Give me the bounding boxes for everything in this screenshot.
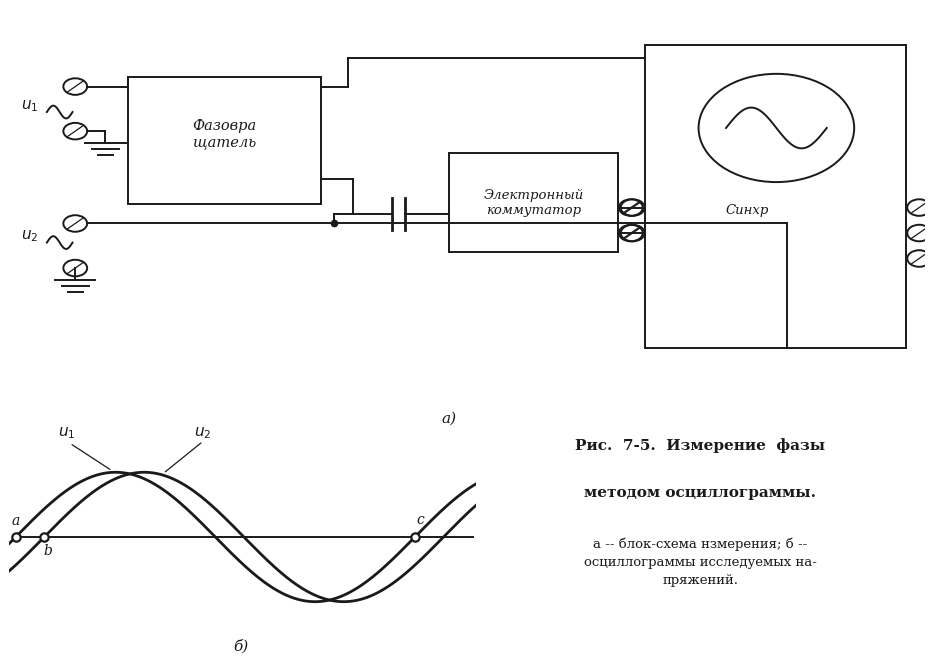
Text: $u_1$: $u_1$ bbox=[58, 426, 76, 442]
Text: a: a bbox=[11, 514, 20, 528]
Text: Синхр: Синхр bbox=[725, 204, 769, 217]
Text: $u_1$: $u_1$ bbox=[21, 98, 38, 114]
Text: Электронный
коммутатор: Электронный коммутатор bbox=[483, 189, 584, 217]
Text: б): б) bbox=[234, 639, 248, 653]
Bar bbox=[448, 154, 618, 252]
Bar bbox=[645, 45, 906, 348]
Bar bbox=[128, 77, 320, 204]
Text: а -- блок-схема нзмерения; б --
осциллограммы исследуемых на-
пряжений.: а -- блок-схема нзмерения; б -- осциллог… bbox=[584, 537, 817, 587]
Text: $u_2$: $u_2$ bbox=[21, 229, 38, 244]
Text: Фазовра
щатель: Фазовра щатель bbox=[192, 119, 257, 149]
Text: c: c bbox=[417, 513, 424, 527]
Text: методом осциллограммы.: методом осциллограммы. bbox=[585, 486, 816, 499]
Text: $u_2$: $u_2$ bbox=[194, 426, 212, 442]
Text: b: b bbox=[43, 544, 52, 558]
Text: а): а) bbox=[441, 411, 456, 425]
Text: Рис.  7-5.  Измерение  фазы: Рис. 7-5. Измерение фазы bbox=[575, 438, 826, 453]
